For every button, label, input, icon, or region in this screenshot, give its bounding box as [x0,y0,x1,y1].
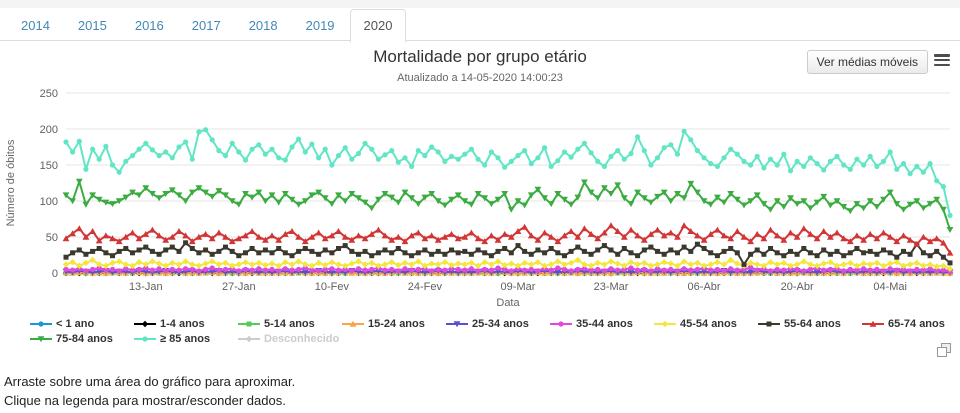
svg-text:250: 250 [40,88,58,100]
top-strip [0,0,960,8]
legend-marker-icon [862,320,884,327]
legend-marker-icon [446,321,468,328]
year-tab-bar: 2014 2015 2016 2017 2018 2019 2020 [0,8,960,43]
svg-text:06-Abr: 06-Abr [688,281,721,293]
copy-icon[interactable] [936,342,952,358]
legend-marker-icon [654,320,676,328]
legend-label: ≥ 85 anos [160,333,211,345]
legend-item-55-64 anos[interactable]: 55-64 anos [758,317,862,331]
svg-text:24-Fev: 24-Fev [408,281,443,293]
tab-2015[interactable]: 2015 [77,18,107,33]
hint-line: Clique na legenda para mostrar/esconder … [4,393,286,408]
legend-item-35-44 anos[interactable]: 35-44 anos [550,317,654,331]
tab-2019[interactable]: 2019 [305,18,335,33]
hamburger-menu-icon[interactable] [934,54,950,67]
chart-legend: < 1 ano 1-4 anos 5-14 anos 15-24 anos 25-34 … [30,317,960,347]
legend-label: 55-64 anos [784,318,841,330]
svg-text:0: 0 [52,268,58,280]
plot-area[interactable]: 0 50 100 150 200 250 13-Jan 27-Jan 10-Fev 24-Fev 0… [0,85,960,313]
legend-marker-icon [342,320,364,327]
tab-2014[interactable]: 2014 [21,18,50,33]
legend-item-75-84 anos[interactable]: 75-84 anos [30,332,134,346]
legend-label: 1-4 anos [160,318,205,330]
series-55-64 anos [63,240,953,267]
svg-text:10-Fev: 10-Fev [315,281,350,293]
moving-averages-button[interactable]: Ver médias móveis [806,50,928,74]
series-35-44 anos [63,264,953,275]
chart-title: Mortalidade por grupo etário [373,47,587,66]
legend-item-5-14 anos[interactable]: 5-14 anos [238,317,342,331]
legend-marker-icon [30,321,52,327]
legend-label: < 1 ano [56,318,95,330]
svg-text:200: 200 [40,124,58,136]
legend-marker-icon [238,335,260,343]
series-75-84 anos [62,178,954,233]
legend-marker-icon [550,321,572,327]
svg-text:04-Mai: 04-Mai [873,281,907,293]
svg-text:27-Jan: 27-Jan [222,281,256,293]
tab-2017[interactable]: 2017 [191,18,221,33]
svg-text:100: 100 [40,196,58,208]
legend-label: Desconhecido [264,333,340,345]
legend-marker-icon [30,336,52,343]
legend-label: 35-44 anos [576,318,633,330]
svg-text:Data: Data [496,297,520,309]
legend-item-65-74 anos[interactable]: 65-74 anos [862,317,960,331]
hint-line: Arraste sobre uma área do gráfico para a… [4,374,296,389]
tab-2016[interactable]: 2016 [134,18,164,33]
legend-label: 15-24 anos [368,318,425,330]
legend-item-Desconhecido[interactable]: Desconhecido [238,332,342,346]
svg-text:20-Abr: 20-Abr [781,281,814,293]
legend-marker-icon [134,320,156,328]
legend-label: 65-74 anos [888,318,945,330]
legend-item-≥ 85 anos[interactable]: ≥ 85 anos [134,332,238,346]
svg-text:09-Mar: 09-Mar [501,281,536,293]
series-45-54 anos [62,256,954,272]
legend-item-< 1 ano[interactable]: < 1 ano [30,317,134,331]
chart-subtitle: Atualizado a 14-05-2020 14:00:23 [397,72,563,84]
legend-marker-icon [238,321,260,327]
legend-label: 5-14 anos [264,318,315,330]
legend-item-15-24 anos[interactable]: 15-24 anos [342,317,446,331]
legend-item-1-4 anos[interactable]: 1-4 anos [134,317,238,331]
svg-text:50: 50 [46,232,58,244]
svg-text:23-Mar: 23-Mar [594,281,629,293]
svg-text:Número de óbitos: Número de óbitos [5,139,17,226]
chart-svg[interactable]: 0 50 100 150 200 250 13-Jan 27-Jan 10-Fev 24-Fev 0… [0,85,960,313]
legend-marker-icon [758,321,780,327]
series-65-74 anos [62,222,954,256]
tab-2020[interactable]: 2020 [349,9,407,43]
legend-label: 45-54 anos [680,318,737,330]
legend-label: 25-34 anos [472,318,529,330]
legend-item-45-54 anos[interactable]: 45-54 anos [654,317,758,331]
legend-item-25-34 anos[interactable]: 25-34 anos [446,317,550,331]
tab-2018[interactable]: 2018 [248,18,278,33]
series-≥ 85 anos [63,127,953,218]
svg-text:13-Jan: 13-Jan [129,281,163,293]
legend-label: 75-84 anos [56,333,113,345]
svg-text:150: 150 [40,160,58,172]
legend-marker-icon [134,336,156,342]
chart-hints: Arraste sobre uma área do gráfico para a… [4,372,295,410]
